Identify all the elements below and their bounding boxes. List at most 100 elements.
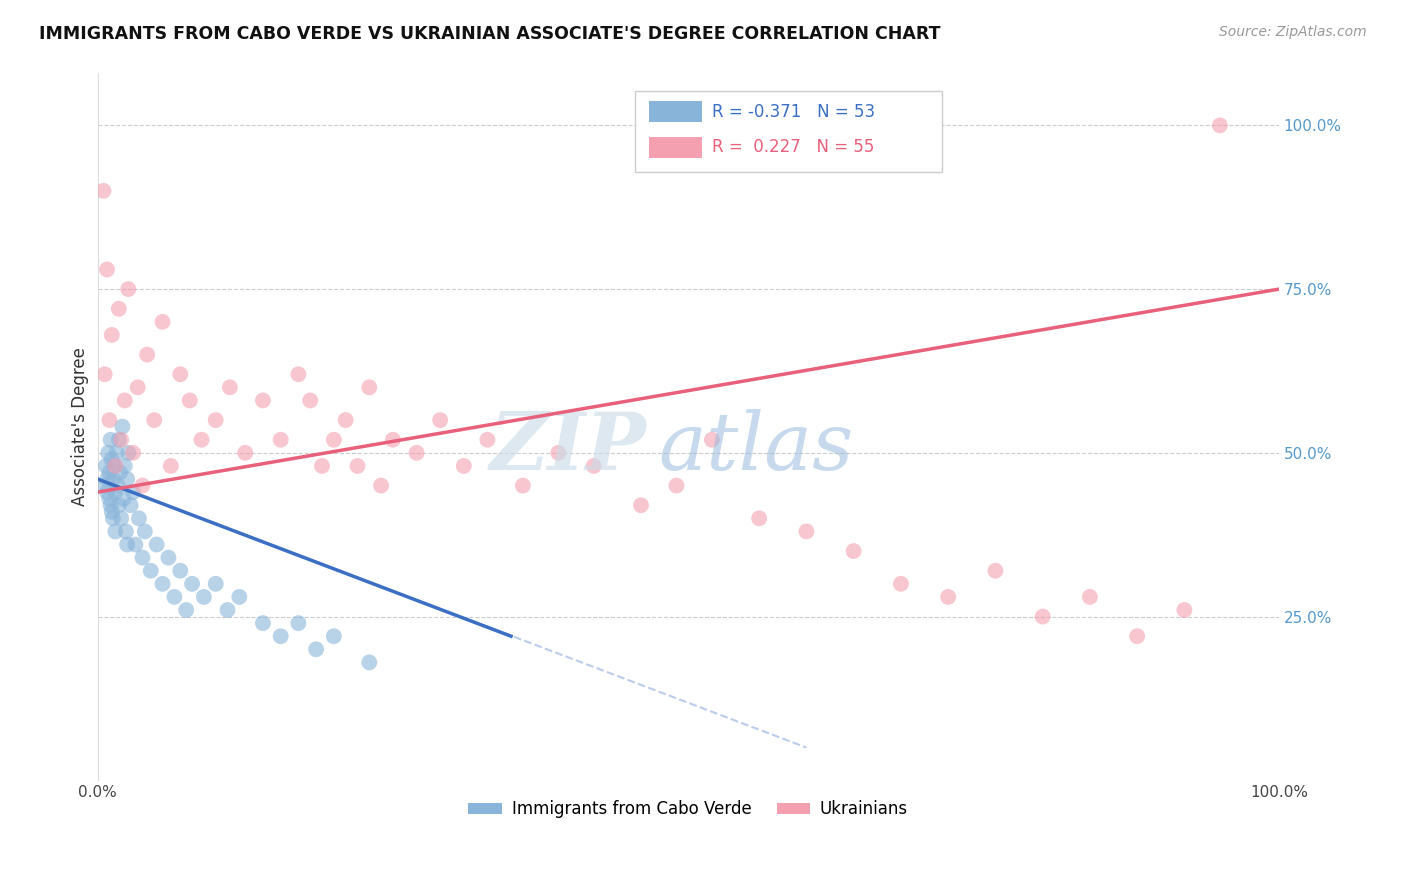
Point [93,368,115,382]
Point [204,413,226,427]
Point [115,472,138,486]
Point [157,550,180,565]
Point [98,491,121,506]
Point [96,472,118,486]
Point [120,498,142,512]
Point [322,629,344,643]
Point [108,466,131,480]
Point [842,544,865,558]
Point [101,472,124,486]
Point [582,458,605,473]
Point [104,524,127,539]
Point [311,458,333,473]
Point [134,524,156,539]
Point [117,282,139,296]
Point [174,603,197,617]
Point [93,478,115,492]
Point [128,511,150,525]
Point [179,393,201,408]
Text: R =  0.227   N = 55: R = 0.227 N = 55 [711,138,875,156]
Point [252,393,274,408]
Point [193,590,215,604]
Point [97,446,120,460]
Point [115,524,138,539]
Point [105,446,128,460]
Point [96,485,118,500]
Point [114,393,136,408]
Legend: Immigrants from Cabo Verde, Ukrainians: Immigrants from Cabo Verde, Ukrainians [461,794,915,825]
Point [405,446,427,460]
Point [131,550,153,565]
Point [152,315,174,329]
Point [112,491,135,506]
Point [93,184,115,198]
Point [159,458,181,473]
Point [98,413,121,427]
Point [217,603,239,617]
Point [115,537,138,551]
Point [163,590,186,604]
Point [984,564,1007,578]
Point [124,537,146,551]
Point [359,656,381,670]
Point [335,413,357,427]
FancyBboxPatch shape [650,102,703,122]
Point [700,433,723,447]
Point [122,446,145,460]
Point [1173,603,1195,617]
Point [305,642,328,657]
Point [936,590,959,604]
Point [139,564,162,578]
Point [219,380,242,394]
Point [299,393,322,408]
FancyBboxPatch shape [650,136,703,158]
Point [890,577,912,591]
Point [169,368,191,382]
Text: R = -0.371   N = 53: R = -0.371 N = 53 [711,103,875,121]
Point [665,478,688,492]
Point [1209,119,1232,133]
Point [1032,609,1054,624]
Point [233,446,256,460]
Point [98,466,121,480]
Point [104,458,127,473]
Y-axis label: Associate's Degree: Associate's Degree [72,347,89,506]
Text: atlas: atlas [659,409,853,487]
Point [204,577,226,591]
Point [190,433,212,447]
Point [429,413,451,427]
Point [100,505,122,519]
Point [110,433,132,447]
Point [117,446,139,460]
Point [107,478,129,492]
Point [228,590,250,604]
Point [630,498,652,512]
Point [547,446,569,460]
Point [100,328,122,343]
Point [100,498,122,512]
Point [512,478,534,492]
Point [381,433,404,447]
Point [359,380,381,394]
Point [346,458,368,473]
Text: ZIP: ZIP [491,409,647,487]
Point [127,380,149,394]
Point [136,348,159,362]
Point [270,629,292,643]
FancyBboxPatch shape [636,91,942,172]
Point [111,419,134,434]
Point [131,478,153,492]
Point [370,478,392,492]
Point [110,511,132,525]
Point [101,511,124,525]
Point [143,413,166,427]
Point [1078,590,1101,604]
Point [796,524,818,539]
Text: Source: ZipAtlas.com: Source: ZipAtlas.com [1219,25,1367,39]
Point [104,485,127,500]
Point [100,452,122,467]
Point [103,458,125,473]
Text: IMMIGRANTS FROM CABO VERDE VS UKRAINIAN ASSOCIATE'S DEGREE CORRELATION CHART: IMMIGRANTS FROM CABO VERDE VS UKRAINIAN … [39,25,941,43]
Point [145,537,167,551]
Point [453,458,475,473]
